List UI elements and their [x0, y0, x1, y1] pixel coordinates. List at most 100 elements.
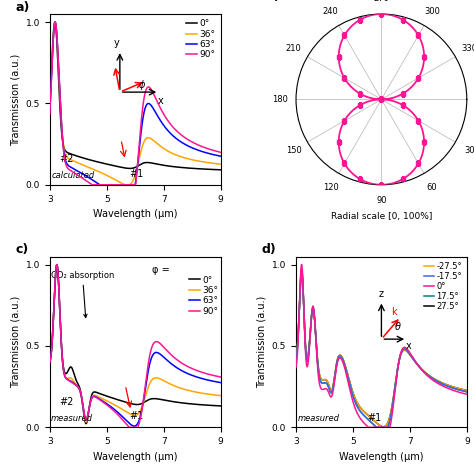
0° [47, 357, 53, 362]
-17.5° [304, 357, 310, 363]
0° [218, 167, 224, 173]
63° [52, 19, 58, 25]
0° [177, 164, 182, 170]
Text: c): c) [16, 243, 29, 256]
36° [194, 158, 200, 163]
36° [218, 393, 224, 398]
-27.5° [423, 370, 429, 376]
27.5° [402, 347, 408, 353]
36° [177, 154, 182, 159]
Text: #1: #1 [129, 411, 144, 421]
Text: a): a) [16, 0, 30, 14]
Line: 0°: 0° [50, 265, 221, 424]
Line: 63°: 63° [50, 265, 221, 426]
36° [83, 419, 89, 425]
0° [397, 353, 403, 358]
36° [218, 161, 224, 167]
27.5° [464, 388, 470, 393]
27.5° [393, 379, 399, 384]
17.5° [293, 358, 299, 363]
90° [156, 340, 162, 346]
90° [194, 142, 200, 148]
0° [194, 166, 200, 171]
Line: 17.5°: 17.5° [296, 269, 467, 427]
36° [146, 381, 152, 387]
90° [58, 102, 64, 108]
-17.5° [423, 371, 429, 376]
0° [146, 396, 152, 402]
0° [146, 160, 152, 165]
Text: CO₂ absorption: CO₂ absorption [51, 271, 114, 318]
-27.5° [293, 354, 299, 360]
Text: b): b) [265, 0, 280, 3]
Line: 90°: 90° [50, 265, 221, 427]
0° [58, 114, 64, 120]
Text: φ =: φ = [152, 265, 170, 275]
0° [402, 345, 408, 350]
36° [177, 385, 182, 391]
17.5° [464, 389, 470, 395]
63° [47, 109, 53, 115]
17.5° [304, 357, 310, 363]
Text: #2: #2 [60, 396, 74, 407]
-27.5° [304, 354, 310, 360]
-17.5° [441, 382, 447, 387]
-27.5° [464, 388, 470, 393]
63° [177, 138, 182, 144]
Line: 63°: 63° [50, 22, 221, 185]
Text: d): d) [262, 243, 276, 256]
-17.5° [374, 425, 380, 430]
90° [89, 182, 95, 188]
Line: -17.5°: -17.5° [296, 269, 467, 427]
27.5° [397, 354, 403, 359]
0° [293, 365, 299, 370]
27.5° [299, 269, 304, 275]
Text: measured: measured [51, 414, 93, 423]
36° [52, 19, 58, 25]
90° [218, 374, 224, 380]
0° [299, 262, 304, 268]
27.5° [423, 370, 429, 376]
-17.5° [464, 389, 470, 395]
36° [151, 138, 157, 144]
36° [146, 135, 152, 141]
36° [47, 361, 53, 366]
-27.5° [397, 354, 403, 359]
63° [151, 351, 157, 356]
Line: 0°: 0° [296, 265, 467, 427]
-17.5° [397, 353, 403, 359]
36° [156, 142, 162, 148]
Line: 27.5°: 27.5° [296, 272, 467, 427]
0° [58, 322, 64, 328]
Y-axis label: Transmission (a.u.): Transmission (a.u.) [10, 296, 20, 388]
0° [151, 161, 156, 166]
0° [393, 383, 399, 389]
Line: -27.5°: -27.5° [296, 272, 467, 427]
63° [54, 262, 60, 268]
0° [52, 19, 58, 25]
90° [194, 368, 200, 374]
0° [156, 396, 162, 402]
90° [146, 354, 152, 360]
90° [58, 323, 64, 329]
36° [122, 182, 128, 188]
X-axis label: Wavelength (μm): Wavelength (μm) [93, 209, 177, 219]
Text: #2: #2 [60, 154, 74, 164]
-17.5° [393, 380, 399, 386]
X-axis label: Wavelength (μm): Wavelength (μm) [93, 452, 177, 461]
17.5° [423, 371, 429, 376]
0° [177, 400, 182, 405]
17.5° [402, 347, 408, 352]
-27.5° [393, 379, 399, 384]
90° [177, 131, 182, 136]
36° [54, 262, 60, 268]
Y-axis label: Transmission (a.u.): Transmission (a.u.) [10, 53, 20, 146]
63° [177, 367, 182, 372]
90° [127, 425, 132, 430]
27.5° [304, 354, 310, 360]
-17.5° [299, 267, 304, 272]
0° [83, 421, 89, 426]
-27.5° [402, 347, 408, 353]
90° [177, 359, 182, 365]
17.5° [441, 382, 447, 387]
